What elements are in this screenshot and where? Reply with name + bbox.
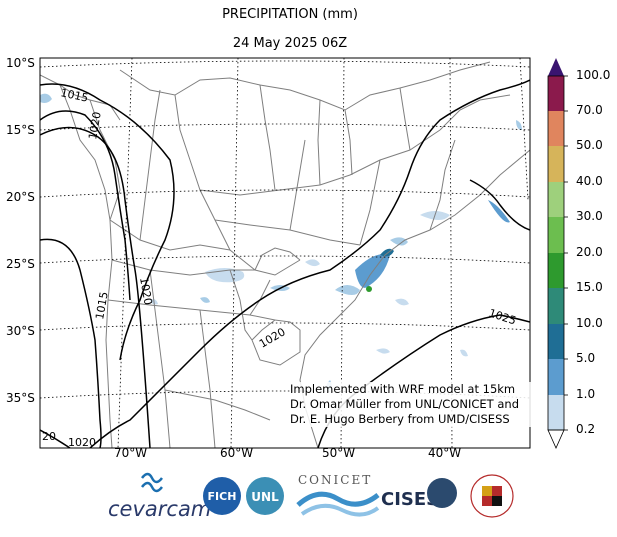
colorbar-label: 0.2 [576,422,596,436]
logos: cevarcam FICH UNL CONICET CISESS [108,472,514,521]
lat-label: 25°S [6,257,35,271]
lon-label: 60°W [220,446,254,460]
chart-title: PRECIPITATION (mm) [222,7,358,22]
rain-cell [366,286,372,292]
isobar-label: 1020 [68,436,96,449]
rain-patch [305,259,320,267]
conicet-text: CONICET [298,473,372,487]
rain-patch [516,120,522,130]
cevarcam-logo: cevarcam [108,472,211,521]
lat-label: 35°S [6,391,35,405]
coastlines-borders [40,61,530,448]
rain-patch [395,298,409,306]
lon-label: 70°W [114,446,148,460]
isobar-label: 1020 [86,111,104,141]
colorbar-label: 15.0 [576,280,603,294]
isobar-label: 1015 [59,86,89,105]
credit-line: Dr. Omar Müller from UNL/CONICET and [290,397,519,411]
colorbar-label: 20.0 [576,245,603,259]
credit-text: Implemented with WRF model at 15km Dr. O… [290,382,535,427]
lat-label: 30°S [6,324,35,338]
lat-label: 15°S [6,123,35,137]
map-frame [39,57,531,449]
isobar-label: 1020 [137,276,155,306]
colorbar-label: 50.0 [576,138,603,152]
unl-logo [246,477,284,515]
rain-patch [40,93,52,103]
rain-patch [460,349,468,357]
colorbar-extend-top [548,58,564,76]
colorbar-label: 70.0 [576,103,603,117]
colorbar-label: 30.0 [576,209,603,223]
fich-logo [203,477,241,515]
colorbar-label: 5.0 [576,351,596,365]
credit-line: Dr. E. Hugo Berbery from UMD/CISESS [290,412,510,426]
rain-patch [335,285,360,295]
unl-text: UNL [251,490,279,504]
colorbar-extend-bottom [547,429,565,449]
lat-label: 10°S [6,56,35,70]
colorbar-label: 40.0 [576,174,603,188]
isobar-label: 20 [42,430,56,443]
lon-label: 50°W [322,446,356,460]
credit-line: Implemented with WRF model at 15km [290,382,516,396]
rain-patch [376,348,390,354]
lat-label: 20°S [6,190,35,204]
rain-patch [390,237,408,246]
conicet-wave-icon [296,491,380,507]
isobar-label: 1015 [93,291,111,321]
rain-patch [200,297,210,303]
cevarcam-text: cevarcam [108,497,211,521]
colorbar [547,58,568,449]
rain-patch [488,200,510,223]
lon-label: 40°W [428,446,462,460]
colorbar-label: 100.0 [576,68,611,82]
valid-time: 24 May 2025 06Z [232,36,348,51]
colorbar-label: 10.0 [576,316,603,330]
fich-text: FICH [208,490,237,503]
isobars [40,79,530,448]
colorbar-label: 1.0 [576,387,596,401]
cisess-globe-icon [427,478,457,508]
